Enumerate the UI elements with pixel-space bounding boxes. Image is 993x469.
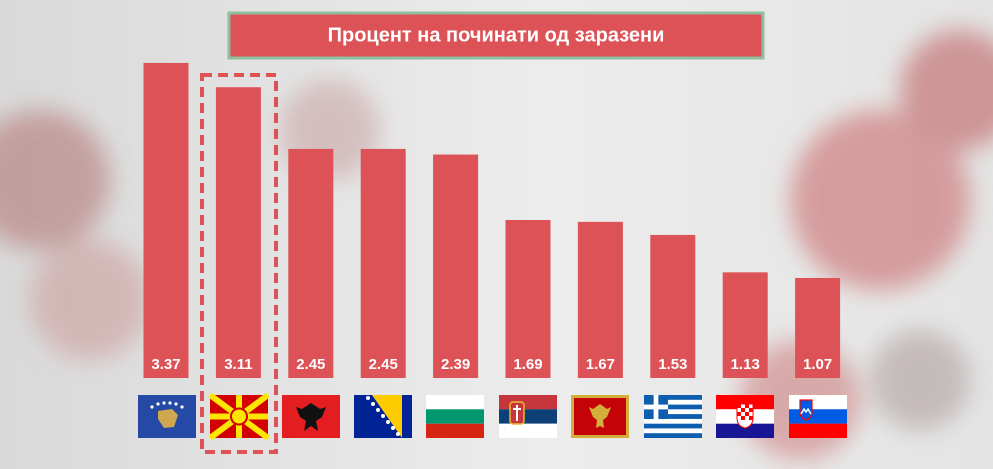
value-label: 3.11	[224, 356, 252, 373]
flag-slovenia	[789, 395, 847, 438]
bar	[143, 62, 189, 378]
bar	[288, 148, 334, 378]
flag-greece	[644, 395, 702, 438]
value-label: 2.39	[441, 356, 470, 373]
highlight-box	[200, 73, 278, 454]
value-label: 1.07	[803, 356, 832, 373]
bar	[795, 277, 841, 378]
flag-kosovo	[138, 395, 196, 438]
value-label: 1.69	[513, 356, 542, 373]
bar	[722, 272, 768, 378]
chart-title: Процент на починати од заразени	[328, 24, 665, 46]
bar	[505, 219, 551, 378]
value-label: 1.13	[731, 356, 760, 373]
flag-serbia	[499, 395, 557, 438]
flag-albania	[282, 395, 340, 438]
flags	[138, 392, 847, 441]
bar	[650, 234, 696, 378]
flag-montenegro	[571, 395, 629, 438]
flag-bosnia	[354, 395, 412, 438]
flag-croatia	[716, 395, 774, 438]
flag-macedonia	[208, 392, 270, 441]
value-label: 1.67	[586, 356, 615, 373]
flag-bulgaria	[426, 395, 484, 438]
value-label: 2.45	[369, 356, 398, 373]
value-label: 1.53	[658, 356, 687, 373]
title-box	[227, 11, 765, 60]
bar	[433, 154, 479, 378]
bar	[215, 87, 261, 378]
bars: 3.37 3.11 2.45 2.45 2.39 1.69 1.67 1.53 1.13 1.07	[143, 62, 841, 378]
bar	[360, 148, 406, 378]
value-label: 3.37	[151, 356, 180, 373]
bar	[577, 221, 623, 378]
value-label: 2.45	[296, 356, 325, 373]
